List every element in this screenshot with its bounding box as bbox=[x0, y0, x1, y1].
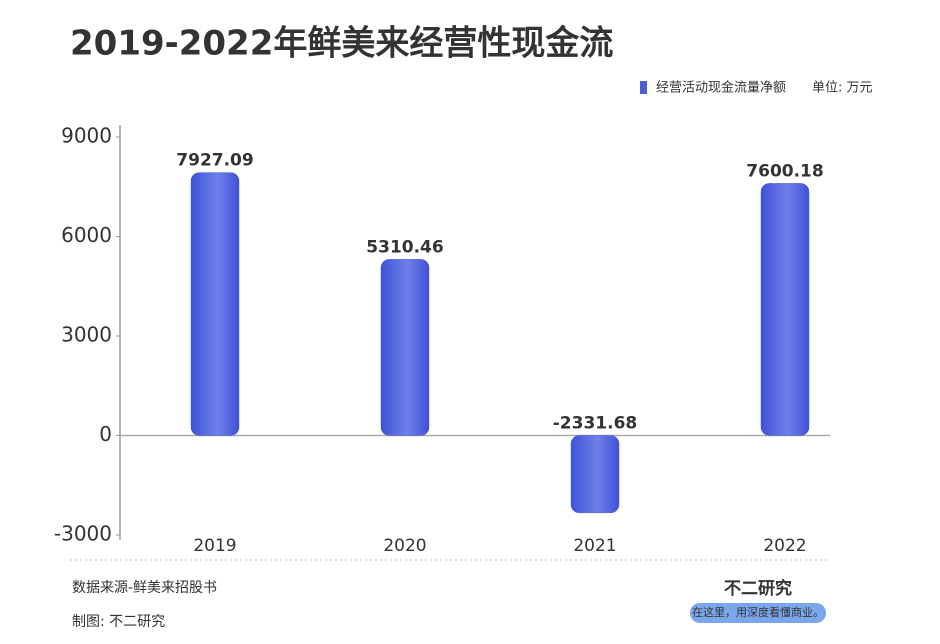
legend-swatch bbox=[640, 81, 647, 94]
y-tick-label: 3000 bbox=[61, 323, 112, 347]
value-label: 7600.18 bbox=[746, 161, 823, 181]
bar bbox=[760, 183, 810, 436]
source: 数据来源-鲜美来招股书 bbox=[72, 580, 217, 596]
credit: 制图: 不二研究 bbox=[72, 614, 165, 630]
bar bbox=[190, 172, 240, 436]
y-tick-label: 9000 bbox=[61, 124, 112, 148]
unit-label: 单位: 万元 bbox=[812, 81, 873, 96]
bar bbox=[380, 259, 430, 436]
x-tick-label: 2022 bbox=[763, 536, 806, 556]
y-tick-label: -3000 bbox=[54, 522, 112, 546]
legend-label: 经营活动现金流量净额 bbox=[656, 80, 786, 96]
x-tick-label: 2019 bbox=[193, 536, 236, 556]
chart-title: 2019-2022年鲜美来经营性现金流 bbox=[70, 24, 613, 64]
bar bbox=[570, 435, 620, 514]
brand: 不二研究 bbox=[724, 578, 792, 599]
value-label: 5310.46 bbox=[366, 237, 443, 257]
tagline-pill bbox=[690, 603, 826, 623]
tagline: 在这里，用深度看懂商业。 bbox=[692, 605, 824, 619]
y-tick-label: 6000 bbox=[61, 223, 112, 247]
y-tick-label: 0 bbox=[99, 422, 112, 446]
x-tick-label: 2021 bbox=[573, 536, 616, 556]
value-label: 7927.09 bbox=[176, 151, 253, 171]
x-tick-label: 2020 bbox=[383, 536, 426, 556]
value-label: -2331.68 bbox=[553, 414, 638, 434]
